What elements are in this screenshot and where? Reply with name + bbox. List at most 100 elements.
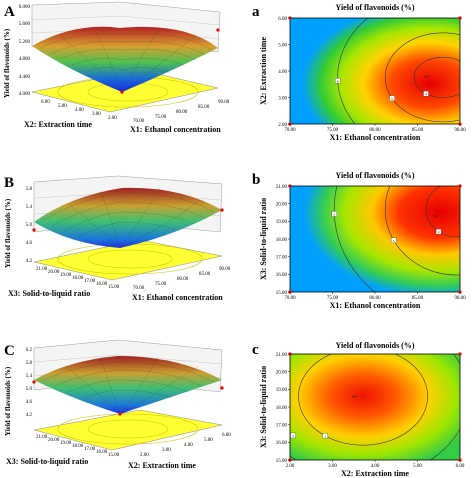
x-tick-label: 70.00: [284, 296, 296, 301]
contour-value-label: 5: [292, 434, 294, 438]
ax2-tick: 80.00: [177, 277, 189, 282]
ax2-tick: 75.00: [155, 115, 167, 120]
ax1-tick: 15.00: [108, 285, 120, 290]
x-tick-label: 90.00: [454, 128, 466, 133]
contour-value-box: [331, 211, 337, 217]
contour-line: [337, 18, 369, 124]
z-axis-label: Yield of flavonoids (%): [3, 28, 11, 98]
x-axis-label: X1: Ethanol concentration: [330, 301, 421, 310]
contour-line: [333, 186, 376, 292]
center-value-label: 6.0: [424, 74, 429, 78]
y-axis-label: X3: Solid-to-liquid ratio: [259, 198, 268, 280]
ax1-tick: 18.00: [72, 444, 84, 449]
contour-line: [413, 56, 460, 98]
contour-value-label: 4: [438, 230, 440, 234]
z-tick: 4.6: [26, 241, 33, 246]
ax1-tick: 5.00: [58, 104, 67, 109]
ax2-tick: 3.00: [162, 448, 171, 453]
contour-line: [425, 186, 460, 238]
y-axis-label: X3: Solid-to-liquid ratio: [259, 366, 268, 448]
ax1-label: X3: Solid-to-liquid ratio: [6, 457, 88, 466]
x-tick-label: 2.00: [286, 464, 295, 469]
y-tick-label: 19.00: [276, 220, 288, 225]
contour-panel-b: b Yield of flavonoids (%) 4 5 5 5.8 70.00 75.00…: [252, 171, 466, 310]
ax1-label: X3: Solid-to-liquid ratio: [8, 289, 90, 298]
y-tick-label: 2.00: [278, 123, 287, 128]
panel-letter: a: [252, 4, 260, 20]
z-tick: 4.2: [26, 259, 33, 264]
y-tick-label: 21.00: [276, 353, 288, 358]
panel-letter: C: [4, 343, 15, 359]
contour-fill: [290, 186, 460, 292]
contour-value-box: [389, 95, 395, 102]
y-tick-label: 19.00: [276, 388, 288, 393]
ax2-tick: 70.00: [133, 119, 145, 124]
ax1-tick: 3.00: [92, 112, 101, 117]
chart-title: Yield of flavonoids (%): [335, 171, 414, 180]
z-tick: 5.0: [26, 387, 33, 392]
z-tick: 5.8: [26, 361, 33, 366]
x-tick-label: 80.00: [369, 128, 381, 133]
contour-lines: 55: [290, 354, 460, 460]
z-tick: 4.400: [19, 75, 31, 80]
ax1-tick: 2.00: [108, 116, 117, 121]
surface-panel-b: B 5.8 5.4 5.0 4.6 4.2 Yield of flavonoid…: [4, 175, 231, 302]
surface-panel-a: A 6.000 5.600 5.200 4.800 4.400 4.000 Yi…: [3, 1, 230, 134]
y-tick-label: 15.00: [276, 459, 288, 464]
ax2-tick: 90.00: [219, 267, 231, 272]
y-tick-label: 16.00: [276, 273, 288, 278]
ax1-tick: 18.00: [72, 276, 84, 281]
ax1-tick: 16.00: [96, 282, 108, 287]
chart-title: Yield of flavonoids (%): [335, 341, 414, 350]
ax2-label: X1: Ethanol concentration: [132, 293, 223, 302]
y-tick-label: 6.00: [278, 17, 287, 22]
z-tick: 5.4: [26, 205, 33, 210]
z-tick: 5.600: [19, 22, 31, 27]
contour-value-box: [423, 90, 429, 97]
design-point: [458, 16, 462, 20]
y-tick-label: 17.00: [276, 423, 288, 428]
ax2-tick: 75.00: [155, 282, 167, 287]
ax2-tick: 6.00: [222, 433, 231, 438]
ax1-tick: 20.00: [48, 438, 60, 443]
y-tick-label: 5.00: [278, 43, 287, 48]
y-tick-label: 21.00: [276, 185, 288, 190]
contour-line: [384, 32, 460, 123]
x-tick-label: 4.00: [371, 464, 380, 469]
design-point: [458, 184, 462, 188]
ax2-tick: 2.00: [140, 453, 149, 458]
z-axis-label: Yield of flavonoids (%): [4, 198, 12, 268]
ax2-label: X1: Ethanol concentration: [130, 125, 221, 134]
contour-lines: 4 5 6: [335, 18, 460, 124]
ax2-tick: 4.00: [184, 443, 193, 448]
ax1-tick: 15.00: [108, 453, 120, 458]
ax2-tick: 70.00: [133, 286, 145, 291]
design-point: [458, 352, 462, 356]
y-tick-label: 20.00: [276, 370, 288, 375]
x-tick-label: 85.00: [412, 296, 424, 301]
center-value-label: 6.0: [352, 394, 357, 398]
panel-letter: B: [4, 175, 14, 191]
y-tick-label: 16.00: [276, 441, 288, 446]
y-tick-label: 20.00: [276, 202, 288, 207]
contour-value-box: [435, 228, 442, 235]
z-tick: 5.8: [26, 187, 33, 192]
ax1-tick: 17.00: [84, 447, 96, 452]
ax1-tick: 16.00: [96, 450, 108, 455]
y-tick-label: 18.00: [276, 406, 288, 411]
x-tick-label: 3.00: [328, 464, 337, 469]
ax2-tick: 5.00: [204, 438, 213, 443]
contour-value-box: [290, 432, 296, 439]
chart-title: Yield of flavonoids (%): [335, 3, 414, 12]
ax1-tick: 6.00: [41, 100, 50, 105]
z-tick: 5.200: [19, 40, 31, 45]
y-tick-label: 18.00: [276, 238, 288, 243]
surface-panel-c: C 6.2 5.8 5.4 5.0 4.6 4.2 Yield of flavo…: [4, 339, 231, 470]
y-axis-label: X2: Extraction time: [259, 37, 268, 105]
contour-value-label: 5: [393, 239, 395, 243]
x-tick-label: 75.00: [327, 128, 339, 133]
panel-letter: A: [4, 4, 15, 20]
ax2-label: X2: Extraction time: [128, 461, 196, 470]
ax1-tick: 4.00: [75, 108, 84, 113]
contour-value-box: [335, 78, 341, 84]
